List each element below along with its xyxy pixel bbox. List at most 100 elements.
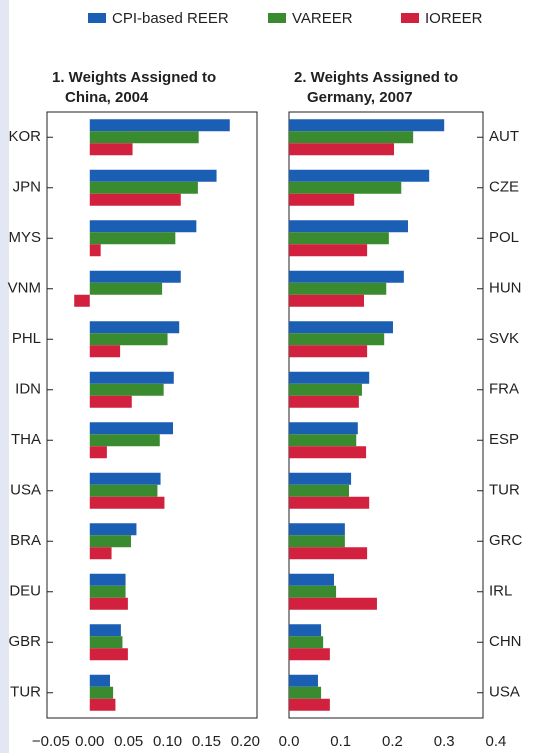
bar	[89, 383, 164, 396]
y-tick-label: KOR	[8, 128, 41, 145]
bar	[89, 131, 199, 144]
bar	[289, 686, 322, 699]
y-tick-label: TUR	[489, 482, 520, 499]
bar	[289, 383, 362, 396]
bar	[89, 472, 161, 485]
bar	[89, 220, 197, 233]
bar	[89, 232, 176, 245]
bar	[89, 244, 101, 257]
x-tick-label: 0.15	[192, 733, 221, 750]
bar	[289, 232, 389, 245]
y-tick-label: HUN	[489, 280, 522, 297]
x-tick-label: 0.00	[75, 733, 104, 750]
bar	[289, 422, 358, 435]
legend-swatch	[268, 13, 286, 23]
y-tick-label: VNM	[8, 280, 41, 297]
bar	[89, 395, 132, 408]
bar	[289, 484, 350, 497]
y-tick-label: POL	[489, 229, 519, 246]
bar	[89, 496, 165, 509]
bar	[289, 573, 335, 586]
y-tick-label: MYS	[8, 229, 41, 246]
bar	[89, 547, 112, 560]
bar	[289, 624, 322, 637]
bar	[89, 270, 181, 283]
bar	[89, 523, 137, 536]
bar	[89, 648, 128, 661]
bar	[289, 131, 414, 144]
bar	[89, 282, 163, 295]
bar	[289, 496, 370, 509]
bar	[289, 371, 370, 384]
bar	[289, 321, 393, 334]
x-tick-label: 0.3	[434, 733, 455, 750]
y-tick-label: TUR	[10, 684, 41, 701]
bar	[89, 434, 160, 447]
bar	[74, 294, 90, 307]
bar	[289, 395, 359, 408]
legend-label: CPI-based REER	[112, 10, 229, 27]
bar	[89, 345, 121, 358]
bar	[289, 648, 330, 661]
chart-title: 1. Weights Assigned to China, 2004	[52, 69, 216, 106]
bar	[289, 674, 318, 687]
plot-frame	[288, 111, 484, 719]
y-tick-label: CZE	[489, 179, 519, 196]
bar	[289, 434, 357, 447]
bar	[89, 333, 168, 346]
legend-swatch	[88, 13, 106, 23]
bar	[89, 484, 158, 497]
bar	[89, 143, 133, 156]
x-tick-label: 0.10	[153, 733, 182, 750]
bar	[89, 422, 173, 435]
bar	[289, 282, 387, 295]
bar	[89, 573, 126, 586]
bar	[89, 674, 110, 687]
legend-label: VAREER	[292, 10, 353, 27]
x-tick-label: 0.1	[330, 733, 351, 750]
bar	[289, 535, 345, 548]
bar	[89, 321, 180, 334]
bar	[289, 270, 404, 283]
bar	[89, 119, 230, 132]
y-tick-label: GBR	[8, 633, 41, 650]
bar	[289, 181, 402, 194]
bar	[89, 585, 126, 598]
y-tick-label: BRA	[10, 532, 41, 549]
bar	[289, 119, 445, 132]
bar	[289, 636, 324, 649]
bar	[289, 597, 377, 610]
bar	[89, 535, 131, 548]
y-tick-label: AUT	[489, 128, 519, 145]
bar	[289, 244, 368, 257]
bar	[289, 169, 430, 182]
bar	[89, 624, 121, 637]
bar	[289, 523, 345, 536]
y-tick-label: USA	[489, 684, 520, 701]
bar	[89, 169, 217, 182]
y-tick-label: JPN	[13, 179, 41, 196]
y-tick-label: PHL	[12, 330, 41, 347]
bar	[289, 345, 368, 358]
y-tick-label: SVK	[489, 330, 519, 347]
bar	[289, 585, 337, 598]
bar	[89, 698, 116, 711]
bar	[289, 446, 367, 459]
x-tick-label: 0.2	[382, 733, 403, 750]
legend-label: IOREER	[425, 10, 483, 27]
bar	[289, 698, 330, 711]
bar	[289, 547, 368, 560]
plot-frame	[46, 111, 258, 719]
y-tick-label: GRC	[489, 532, 523, 549]
x-tick-label: −0.05	[32, 733, 70, 750]
side-strip	[0, 0, 9, 753]
y-tick-label: CHN	[489, 633, 522, 650]
y-tick-label: THA	[11, 431, 41, 448]
bar	[289, 294, 365, 307]
x-tick-label: 0.4	[486, 733, 507, 750]
bar	[289, 220, 408, 233]
bar	[289, 143, 395, 156]
bar	[89, 446, 107, 459]
